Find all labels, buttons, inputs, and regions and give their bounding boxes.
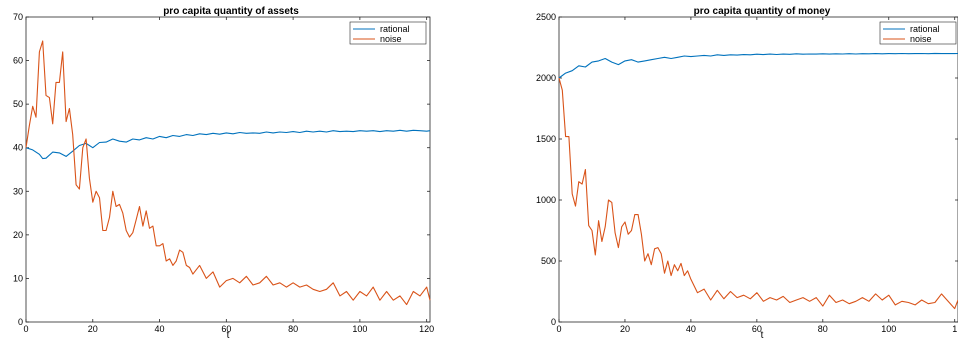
x-tick-label: 80 — [818, 324, 828, 334]
x-tick-label: 60 — [752, 324, 762, 334]
x-tick-label: 60 — [221, 324, 231, 334]
legend: rational noise — [879, 21, 957, 45]
series-line-noise — [25, 40, 431, 306]
series-lines — [25, 40, 431, 306]
x-tick-label: 40 — [155, 324, 165, 334]
plot-area — [558, 16, 958, 323]
legend: rational noise — [349, 21, 427, 45]
y-tick-label: 10 — [13, 273, 23, 283]
y-tick-label: 500 — [541, 256, 556, 266]
y-tick-label: 40 — [13, 143, 23, 153]
x-tick-label: 0 — [23, 324, 28, 334]
y-tick-label: 2000 — [536, 73, 556, 83]
y-tick-label: 20 — [13, 230, 23, 240]
x-tick-label: 100 — [352, 324, 367, 334]
y-tick-label: 30 — [13, 186, 23, 196]
y-tick-label: 0 — [18, 317, 23, 327]
x-axis-label: t — [227, 330, 230, 341]
axis-ticks: 0 20 40 60 80 100 1 0 500 1000 1500 2000 2500 — [536, 12, 958, 334]
y-tick-label: 50 — [13, 99, 23, 109]
x-tick-label: 80 — [288, 324, 298, 334]
legend-label-rational: rational — [910, 24, 940, 34]
y-tick-label: 0 — [551, 317, 556, 327]
x-tick-label: 1 — [952, 324, 957, 334]
x-tick-label: 0 — [556, 324, 561, 334]
chart-title: pro capita quantity of money — [694, 6, 831, 17]
series-line-noise — [558, 77, 958, 310]
x-tick-label: 20 — [620, 324, 630, 334]
y-tick-label: 60 — [13, 56, 23, 66]
chart-title: pro capita quantity of assets — [163, 6, 299, 17]
y-tick-label: 70 — [13, 12, 23, 22]
chart-money: pro capita quantity of money 0 20 40 60 80 10… — [536, 6, 958, 341]
plot-area — [25, 16, 431, 323]
legend-label-rational: rational — [380, 24, 410, 34]
x-tick-label: 120 — [419, 324, 434, 334]
y-tick-label: 2500 — [536, 12, 556, 22]
x-tick-label: 20 — [88, 324, 98, 334]
chart-assets: pro capita quantity of assets 0 20 40 60 80 1… — [13, 6, 434, 341]
legend-label-noise: noise — [380, 34, 402, 44]
series-lines — [558, 52, 958, 310]
series-line-rational — [558, 52, 958, 79]
y-tick-label: 1500 — [536, 134, 556, 144]
legend-label-noise: noise — [910, 34, 932, 44]
x-tick-label: 40 — [686, 324, 696, 334]
x-axis-label: t — [761, 330, 764, 341]
axis-ticks: 0 20 40 60 80 100 120 0 10 20 30 40 50 60 70 — [13, 12, 434, 334]
y-tick-label: 1000 — [536, 195, 556, 205]
x-tick-label: 100 — [881, 324, 896, 334]
series-line-rational — [25, 129, 431, 160]
